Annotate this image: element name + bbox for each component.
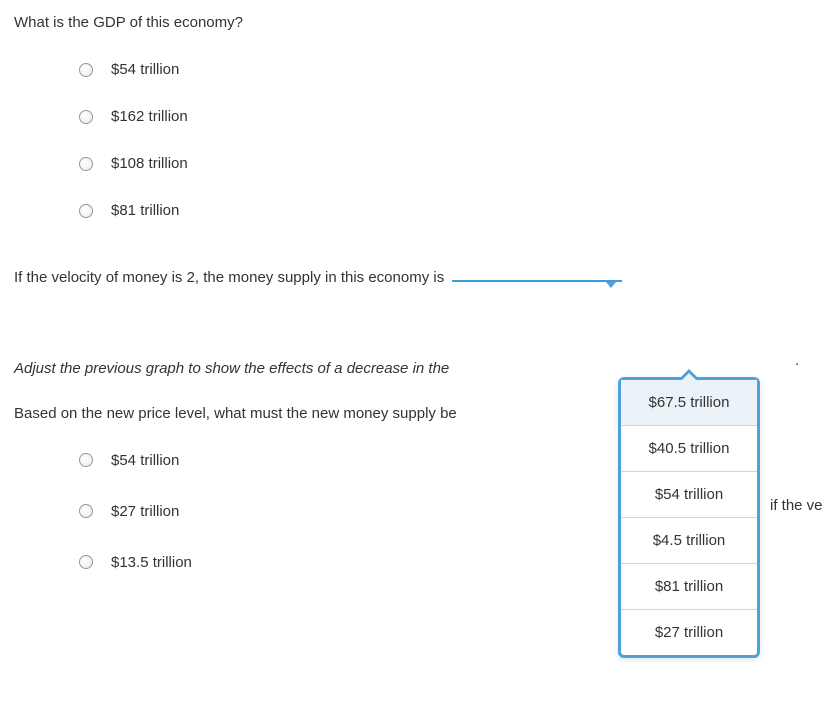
dropdown-item[interactable]: $67.5 trillion (621, 380, 757, 426)
chevron-down-icon (604, 280, 618, 290)
dropdown-item[interactable]: $27 trillion (621, 610, 757, 655)
option-row[interactable]: $54 trillion (79, 61, 826, 78)
question-2-before: If the velocity of money is 2, the money… (14, 269, 448, 286)
option-label: $81 trillion (111, 202, 179, 219)
dropdown-trigger[interactable] (452, 278, 622, 282)
radio-icon[interactable] (79, 453, 93, 467)
option-row[interactable]: $81 trillion (79, 202, 826, 219)
question-2-after: . (795, 352, 799, 369)
radio-icon[interactable] (79, 157, 93, 171)
radio-icon[interactable] (79, 555, 93, 569)
option-label: $27 trillion (111, 503, 179, 520)
option-label: $54 trillion (111, 61, 179, 78)
radio-icon[interactable] (79, 504, 93, 518)
dropdown-item[interactable]: $4.5 trillion (621, 518, 757, 564)
option-row[interactable]: $108 trillion (79, 155, 826, 172)
option-label: $162 trillion (111, 108, 188, 125)
option-label: $54 trillion (111, 452, 179, 469)
question-1-options: $54 trillion $162 trillion $108 trillion… (79, 61, 826, 219)
question-3-after: if the ve (770, 497, 823, 514)
radio-icon[interactable] (79, 110, 93, 124)
option-label: $108 trillion (111, 155, 188, 172)
dropdown-panel: $67.5 trillion $40.5 trillion $54 trilli… (618, 377, 760, 658)
question-1-text: What is the GDP of this economy? (14, 14, 826, 31)
option-label: $13.5 trillion (111, 554, 192, 571)
dropdown-item[interactable]: $81 trillion (621, 564, 757, 610)
instruction-text: Adjust the previous graph to show the ef… (14, 360, 826, 377)
radio-icon[interactable] (79, 63, 93, 77)
dropdown-item[interactable]: $40.5 trillion (621, 426, 757, 472)
question-2-text: If the velocity of money is 2, the money… (14, 267, 826, 290)
dropdown-item[interactable]: $54 trillion (621, 472, 757, 518)
option-row[interactable]: $162 trillion (79, 108, 826, 125)
radio-icon[interactable] (79, 204, 93, 218)
